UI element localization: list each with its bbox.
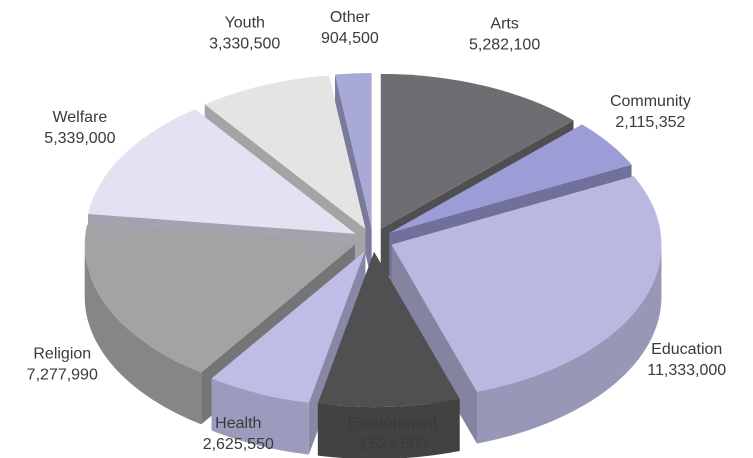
label-community-value: 2,115,352 [615,114,685,131]
slice-environment-top [317,251,460,407]
label-welfare: Welfare 5,339,000 [44,109,115,147]
slice-education [391,176,662,444]
slice-health-top [211,251,366,403]
label-religion-value: 7,277,990 [27,367,98,384]
slice-religion-outer-wall [84,244,202,425]
label-religion: Religion 7,277,990 [27,346,98,384]
label-other-value: 904,500 [321,30,379,47]
label-arts: Arts 5,282,100 [469,16,540,54]
label-education-value: 11,333,000 [647,362,726,379]
slice-environment-outer-wall [317,399,460,458]
label-environment: Environment 3,534,500 [347,415,437,453]
slice-education-top [391,176,662,392]
slice-education-outer-wall [476,244,662,444]
slice-community-top [389,124,632,234]
pie-slices [84,73,662,458]
label-environment-name: Environment [347,415,437,432]
label-welfare-value: 5,339,000 [44,130,115,147]
slice-youth-top [204,75,366,229]
pie-labels: Arts 5,282,100 Community 2,115,352 Education… [27,9,727,453]
label-other: Other 904,500 [321,9,379,47]
label-arts-name: Arts [490,16,518,33]
label-health-value: 2,625,550 [203,436,274,453]
slice-welfare-top [88,109,356,234]
label-community-name: Community [610,93,691,110]
label-community: Community 2,115,352 [610,93,691,131]
label-education-name: Education [651,341,722,358]
label-health-name: Health [215,415,261,432]
label-welfare-name: Welfare [52,109,107,126]
label-religion-name: Religion [33,346,91,363]
slice-environment [317,251,460,458]
label-health: Health 2,625,550 [203,415,274,453]
slice-religion-top [84,224,355,373]
label-youth: Youth 3,330,500 [209,15,280,53]
label-arts-value: 5,282,100 [469,37,540,54]
slice-other-top [334,73,372,229]
label-youth-name: Youth [225,15,265,32]
label-education: Education 11,333,000 [647,341,726,379]
slice-health-outer-wall [211,378,309,455]
label-other-name: Other [330,9,371,26]
slice-arts-top [380,73,574,229]
label-environment-value: 3,534,500 [357,436,428,453]
label-youth-value: 3,330,500 [209,36,280,53]
